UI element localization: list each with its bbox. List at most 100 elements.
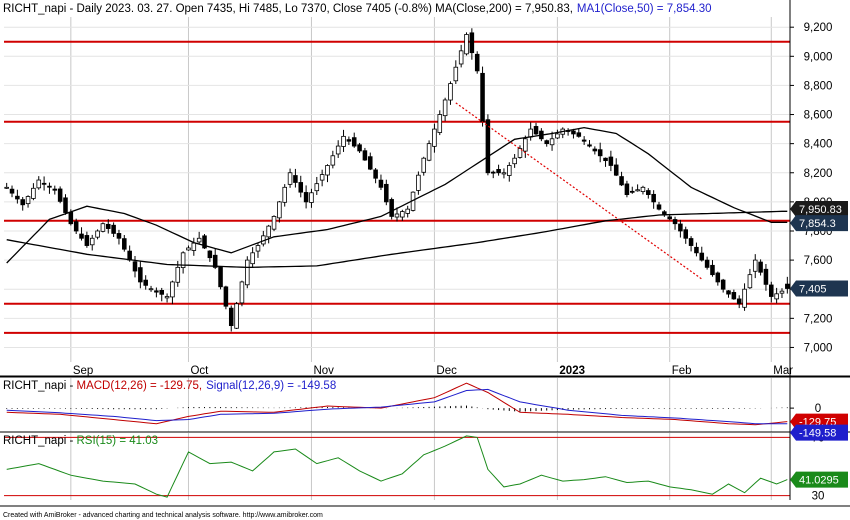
candle-body: [742, 288, 747, 308]
rsi-line: [6, 435, 788, 498]
candle-body: [747, 274, 753, 289]
candle-body: [341, 135, 346, 147]
candle-body: [143, 279, 148, 286]
candle-body: [384, 183, 389, 203]
y-tick-label: 9,200: [804, 22, 833, 34]
svg-text:7,854.3: 7,854.3: [799, 218, 836, 230]
signal-value-badge: -149.58: [790, 424, 848, 441]
ohlc-info: - Daily 2023. 03. 27. Open 7435, Hi 7485…: [66, 3, 435, 15]
macd-tick-label: 0: [815, 403, 821, 415]
y-tick-label: 7,600: [804, 255, 833, 267]
y-tick-label: 7,200: [804, 313, 833, 325]
candle-body: [132, 261, 138, 272]
x-tick-label: Nov: [313, 365, 334, 377]
macd-label: MACD(12,26) = -129.75,: [77, 380, 203, 392]
candle-body: [9, 188, 15, 194]
svg-text:7,950.83: 7,950.83: [799, 204, 842, 216]
candle-body: [432, 128, 437, 147]
ma50-line: [6, 126, 788, 264]
x-tick-label: Dec: [436, 365, 457, 377]
svg-text:-149.58: -149.58: [799, 428, 836, 440]
candle-body: [100, 223, 106, 232]
candle-body: [619, 176, 624, 186]
candle-body: [715, 272, 721, 283]
x-tick-label: Feb: [672, 365, 692, 377]
candle-body: [464, 34, 469, 55]
candle-body: [84, 235, 90, 246]
candle-body: [293, 175, 298, 183]
candle-body: [480, 72, 485, 123]
candle-body: [127, 250, 132, 261]
candle-body: [89, 237, 95, 246]
value-badges: 7,950.837,854.37,405-129.75-149.5841.029…: [790, 201, 848, 488]
candle-body: [234, 303, 239, 329]
rsi-panel[interactable]: [6, 435, 788, 498]
candle-body: [485, 119, 491, 174]
candle-body: [523, 138, 528, 152]
candle-body: [223, 286, 229, 307]
candle-body: [116, 233, 122, 239]
candle-body: [325, 165, 330, 176]
candle-body: [678, 223, 683, 232]
candle-body: [335, 145, 341, 155]
candle-body: [47, 185, 52, 188]
candle-body: [731, 292, 737, 300]
svg-text:41.0295: 41.0295: [799, 475, 839, 487]
candle-body: [63, 197, 68, 213]
candle-body: [164, 296, 170, 299]
candle-body: [287, 172, 293, 185]
candle-body: [646, 190, 651, 195]
candle-body: [362, 150, 368, 161]
candle-body: [191, 242, 197, 251]
candle-body: [159, 289, 165, 295]
candle-body: [73, 221, 79, 232]
candle-body: [255, 245, 261, 252]
candle-body: [587, 144, 592, 147]
candle-body: [31, 187, 36, 199]
candle-body: [683, 229, 689, 239]
candle-body: [426, 143, 432, 161]
x-tick-label: Oct: [190, 365, 209, 377]
candle-body: [57, 188, 63, 202]
candle-body: [154, 290, 159, 293]
ma50-label: MA1(Close,50) = 7,854.30: [577, 3, 712, 15]
ma200-value-badge: 7,950.83: [790, 201, 848, 218]
candle-body: [416, 174, 421, 191]
candle-body: [442, 99, 448, 117]
candle-body: [196, 237, 202, 243]
candle-body: [271, 216, 277, 230]
candle-body: [309, 192, 314, 203]
ma200-label: MA(Close,200) = 7,950.83,: [435, 3, 573, 15]
price-panel[interactable]: [4, 28, 790, 332]
candle-body: [699, 252, 705, 261]
candle-body: [629, 190, 635, 193]
candle-body: [469, 32, 475, 54]
rsi-label: RSI(15) = 41.03: [77, 435, 159, 447]
candle-body: [111, 224, 116, 234]
macd-panel[interactable]: [6, 382, 788, 426]
candle-body: [394, 213, 400, 218]
candle-body: [202, 235, 207, 249]
candle-body: [656, 204, 662, 210]
rsi-prefix: RICHT_napi -: [3, 435, 77, 447]
candle-body: [474, 53, 480, 72]
candle-body: [533, 126, 539, 135]
candle-body: [544, 140, 549, 145]
candle-body: [672, 219, 678, 225]
candle-body: [330, 155, 336, 166]
x-tick-label: Mar: [773, 365, 793, 377]
candle-body: [36, 179, 42, 189]
candle-body: [576, 132, 582, 137]
candle-body: [186, 247, 191, 251]
candle-body: [105, 223, 111, 229]
candle-body: [138, 267, 143, 283]
y-tick-label: 9,000: [804, 51, 833, 63]
candle-body: [41, 182, 47, 185]
candle-body: [528, 128, 533, 138]
candle-body: [346, 139, 352, 142]
candle-body: [303, 192, 309, 203]
candle-body: [774, 293, 779, 300]
candle-body: [122, 238, 127, 250]
candle-body: [228, 307, 234, 327]
